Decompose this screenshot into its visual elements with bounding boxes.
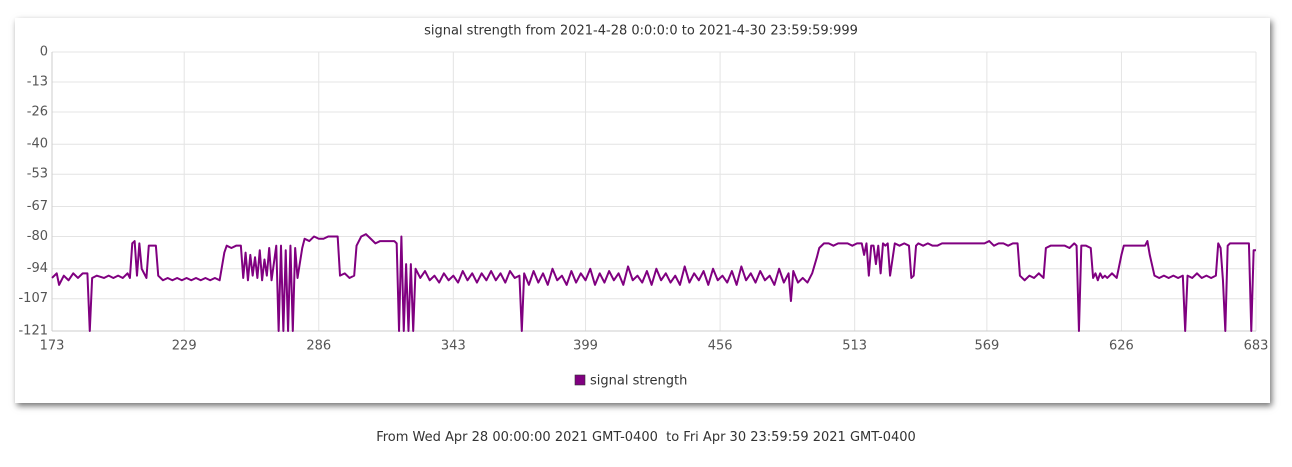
y-tick-label: -53: [27, 167, 48, 182]
x-tick-label: 399: [573, 339, 598, 354]
x-tick-label: 513: [842, 339, 867, 354]
y-tick-label: -107: [18, 291, 48, 306]
x-tick-label: 456: [708, 339, 733, 354]
x-tick-label: 173: [40, 339, 65, 354]
x-tick-label: 569: [974, 339, 999, 354]
x-tick-label: 229: [172, 339, 197, 354]
y-tick-label: -94: [27, 261, 48, 276]
x-tick-label: 286: [306, 339, 331, 354]
y-tick-label: 0: [40, 45, 48, 60]
chart-title: signal strength from 2021-4-28 0:0:0:0 t…: [424, 24, 858, 39]
y-tick-label: -26: [27, 104, 48, 119]
y-tick-label: -40: [27, 137, 48, 152]
y-tick-label: -67: [27, 199, 48, 214]
x-tick-label: 683: [1244, 339, 1269, 354]
legend-label: signal strength: [590, 374, 687, 389]
y-tick-label: -80: [27, 229, 48, 244]
y-tick-label: -13: [27, 74, 48, 89]
legend-swatch: [574, 374, 586, 386]
x-tick-label: 343: [441, 339, 466, 354]
chart: signal strength from 2021-4-28 0:0:0:0 t…: [18, 24, 1269, 389]
footer-text: From Wed Apr 28 00:00:00 2021 GMT-0400 t…: [376, 430, 916, 445]
y-tick-label: -121: [18, 324, 48, 339]
line-series: [51, 233, 1256, 332]
x-tick-label: 626: [1109, 339, 1134, 354]
